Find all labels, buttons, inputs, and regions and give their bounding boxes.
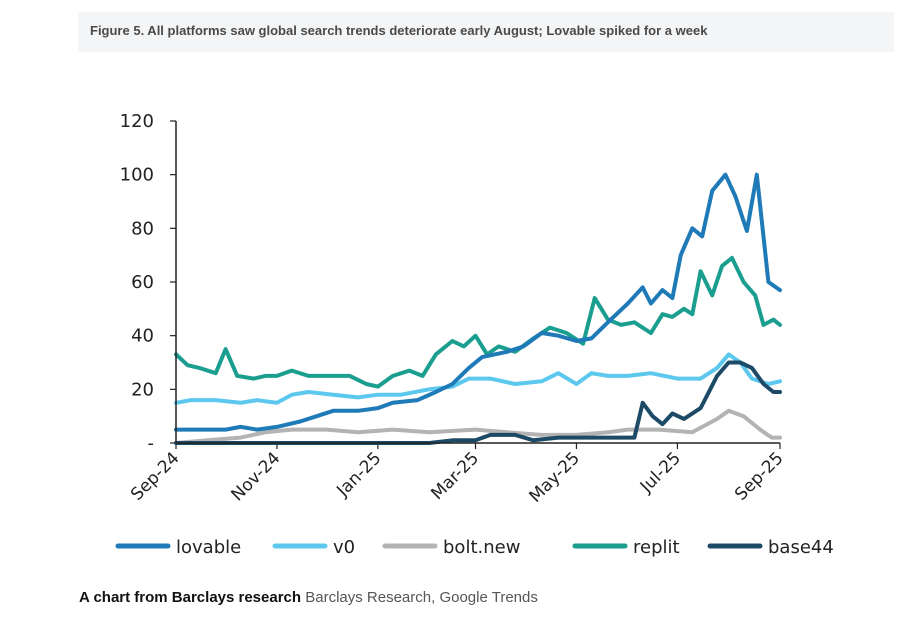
caption-source: Barclays Research, Google Trends [305, 589, 538, 606]
x-tick-label: Sep-25 [731, 448, 787, 504]
x-axis-ticks: Sep-24 Nov-24 Jan-25 Mar-25 May-25 Jul-25 Sep-… [127, 443, 788, 507]
y-axis-ticks: - 20 40 60 80 100 120 [120, 111, 176, 454]
x-tick-label: May-25 [526, 448, 584, 506]
x-tick-label: Jul-25 [636, 448, 685, 497]
series-line-bolt-new [174, 408, 782, 445]
figure-title-bar: Figure 5. All platforms saw global searc… [78, 12, 894, 52]
legend-label: replit [633, 537, 680, 558]
y-tick-label: - [148, 433, 155, 454]
legend-item-bolt-new: bolt.new [382, 537, 520, 558]
chart-caption: A chart from Barclays research Barclays … [79, 589, 538, 606]
legend-label: v0 [333, 537, 355, 558]
y-tick-label: 120 [120, 111, 154, 132]
series-line-v0 [174, 352, 782, 405]
y-tick-label: 80 [131, 218, 154, 239]
chart: - 20 40 60 80 100 120 Sep-24 Nov-24 Jan-25 Mar-25… [115, 111, 834, 558]
legend-label: lovable [176, 537, 241, 558]
figure-card: Figure 5. All platforms saw global searc… [78, 12, 894, 577]
x-tick-label: Mar-25 [427, 448, 483, 504]
legend-item-base44: base44 [707, 537, 834, 558]
series-lines [174, 172, 782, 445]
legend-item-lovable: lovable [115, 537, 241, 558]
figure-title: Figure 5. All platforms saw global searc… [90, 23, 708, 38]
legend: lovable v0 bolt.new replit base44 [115, 537, 834, 558]
y-tick-label: 20 [131, 379, 154, 400]
series-line-replit [174, 255, 782, 389]
x-tick-label: Nov-24 [228, 448, 285, 505]
caption-lead: A chart from Barclays research [79, 589, 302, 606]
series-line-lovable [174, 172, 782, 432]
y-tick-label: 100 [120, 165, 154, 186]
legend-label: base44 [768, 537, 834, 558]
x-tick-label: Sep-24 [127, 448, 183, 504]
y-tick-label: 40 [131, 326, 154, 347]
y-tick-label: 60 [131, 272, 154, 293]
x-tick-label: Jan-25 [332, 448, 385, 501]
legend-label: bolt.new [443, 537, 520, 558]
legend-item-replit: replit [572, 537, 680, 558]
legend-item-v0: v0 [272, 537, 355, 558]
